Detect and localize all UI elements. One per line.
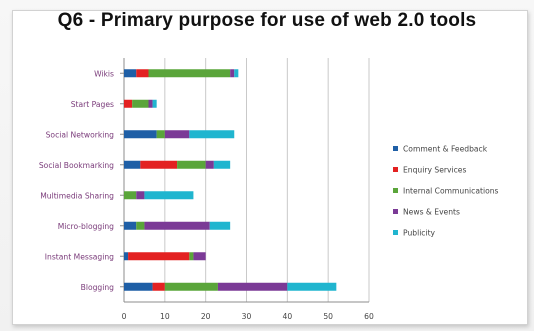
category-label: Wikis [94, 69, 114, 78]
legend-swatch [393, 209, 398, 214]
category-label: Social Bookmarking [39, 161, 114, 170]
bar-segment [124, 282, 153, 291]
legend-label: News & Events [403, 208, 460, 217]
bar-segment [144, 191, 194, 200]
bar-segment [193, 252, 206, 261]
category-label: Micro-blogging [58, 222, 114, 231]
bar-segment [177, 160, 206, 169]
legend-label: Internal Communications [403, 187, 499, 196]
bar-segment [148, 99, 153, 108]
bar-segment [128, 252, 190, 261]
legend-label: Publicity [403, 229, 436, 238]
bar-segment [213, 160, 231, 169]
bar-segment [205, 160, 214, 169]
x-tick-label: 10 [160, 312, 170, 321]
x-tick-label: 20 [201, 312, 211, 321]
bar-segment [234, 69, 239, 78]
bar-segment [152, 99, 157, 108]
legend-label: Comment & Feedback [403, 145, 488, 154]
x-tick-label: 50 [323, 312, 333, 321]
legend-swatch [393, 188, 398, 193]
bar-segment [189, 130, 235, 139]
bar-segment [230, 69, 235, 78]
bar-segment [124, 69, 137, 78]
bar-segment [156, 130, 165, 139]
bar-segment [148, 69, 231, 78]
bar-segment [140, 160, 178, 169]
legend-swatch [393, 146, 398, 151]
bar-segment [164, 130, 190, 139]
legend-swatch [393, 167, 398, 172]
chart-panel [12, 10, 528, 325]
x-tick-label: 0 [122, 312, 127, 321]
bar-segment [136, 221, 145, 230]
bar-segment [217, 282, 288, 291]
bar-segment [136, 191, 145, 200]
bar-segment [189, 252, 194, 261]
bar-segment [209, 221, 231, 230]
bar-segment [124, 130, 157, 139]
bar-segment [124, 252, 129, 261]
category-label: Social Networking [46, 130, 115, 139]
x-tick-label: 60 [364, 312, 374, 321]
bar-segment [287, 282, 337, 291]
legend-label: Enquiry Services [403, 166, 466, 175]
bar-segment [124, 160, 141, 169]
x-tick-label: 40 [282, 312, 292, 321]
bar-segment [124, 191, 137, 200]
x-tick-label: 30 [242, 312, 252, 321]
bar-segment [124, 221, 137, 230]
category-label: Multimedia Sharing [40, 191, 114, 200]
bar-segment [152, 282, 165, 291]
bar-segment [136, 69, 149, 78]
category-label: Start Pages [71, 100, 114, 109]
bar-segment [164, 282, 218, 291]
bar-segment [144, 221, 210, 230]
legend-swatch [393, 230, 398, 235]
bar-segment [124, 99, 133, 108]
bar-segment [132, 99, 149, 108]
chart-title: Q6 - Primary purpose for use of web 2.0 … [57, 10, 477, 31]
category-label: Instant Messaging [45, 252, 114, 261]
category-label: Blogging [81, 283, 115, 292]
